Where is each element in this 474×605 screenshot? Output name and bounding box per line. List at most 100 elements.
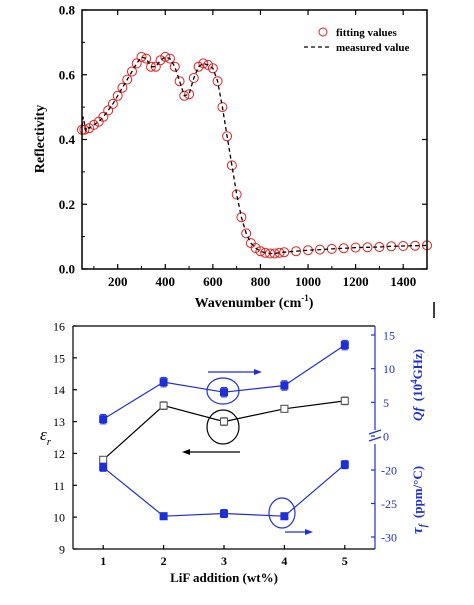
- y-tick-label: 0.2: [59, 197, 75, 212]
- axis-break-icon: [368, 429, 382, 442]
- left-tick-label: 13: [53, 415, 65, 429]
- fitting-value-point: [398, 241, 409, 251]
- left-tick-label: 11: [53, 479, 65, 493]
- qf-axis-label: Qf(104GHz): [409, 349, 425, 421]
- tf-point: [280, 512, 289, 521]
- fitting-value-point: [117, 82, 128, 93]
- reflectivity-ticks: 200 400 600 800 1000 1200 1400 0.0 0.2 0.4 0.6 0.8: [59, 3, 428, 289]
- tf-point: [220, 509, 228, 518]
- x-tick-label: 3: [221, 554, 227, 568]
- fitting-value-point: [217, 102, 228, 113]
- right-upper-tick-label: 15: [383, 329, 395, 343]
- qf-point: [220, 388, 228, 397]
- legend-measured-label: measured value: [336, 42, 410, 54]
- right-lower-tick-label: -25: [381, 497, 397, 511]
- fitting-value-point: [179, 90, 190, 101]
- legend-fitting-marker: [318, 27, 328, 37]
- x-tick-label: 200: [108, 274, 128, 289]
- left-tick-label: 9: [59, 543, 65, 557]
- fitting-value-point: [236, 212, 247, 223]
- fitting-value-point: [226, 160, 237, 171]
- y-tick-label: 0.0: [59, 262, 75, 277]
- left-tick-label: 16: [53, 320, 65, 334]
- er-point: [159, 401, 168, 410]
- fitting-value-point: [165, 53, 175, 64]
- er-callout: [182, 409, 240, 455]
- lif-x-axis-label: LiF addition (wt%): [170, 570, 278, 585]
- y-tick-label: 0.6: [59, 67, 76, 82]
- qf-point: [280, 381, 289, 390]
- x-tick-label: 1400: [390, 274, 416, 289]
- fitting-value-point: [127, 66, 137, 77]
- y-tick-label: 0.4: [59, 132, 76, 147]
- measured-value-line: [81, 56, 428, 255]
- left-tick-label: 15: [53, 351, 65, 365]
- tf-axis-label: τf(ppm/°C): [410, 466, 429, 534]
- fitting-value-point: [112, 90, 123, 101]
- fitting-value-point: [231, 189, 242, 200]
- x-tick-label: 400: [156, 274, 176, 289]
- qf-callout-ellipse: [206, 377, 240, 405]
- left-tick-label: 14: [53, 383, 65, 397]
- fitting-value-point: [212, 76, 223, 87]
- x-tick-label: 5: [342, 554, 348, 568]
- x-tick-label: 4: [281, 554, 287, 568]
- qf-point: [99, 415, 108, 424]
- tf-callout-arrowhead: [305, 529, 313, 535]
- right-upper-tick-label: 5: [383, 396, 389, 410]
- er-axis-label: εr: [40, 425, 52, 448]
- er-point: [340, 396, 349, 405]
- x-tick-label: 600: [203, 274, 223, 289]
- fitting-value-point: [174, 76, 185, 87]
- fitting-value-point: [160, 51, 171, 62]
- fitting-value-point: [198, 58, 209, 69]
- reflectivity-x-axis-label: Wavenumber (cm-1): [195, 293, 314, 311]
- fitting-value-point: [107, 98, 118, 109]
- x-tick-label: 2: [161, 554, 167, 568]
- tf-point: [99, 463, 108, 472]
- tf-callout-ellipse: [268, 497, 296, 529]
- right-lower-tick-label: -20: [381, 464, 397, 478]
- fitting-value-point: [184, 89, 195, 100]
- legend-fitting-label: fitting values: [336, 27, 398, 39]
- fitting-value-point: [136, 51, 147, 62]
- qf-callout-arrowhead: [254, 369, 262, 375]
- x-tick-label: 800: [251, 274, 271, 289]
- fitting-value-point: [207, 63, 218, 74]
- er-point: [280, 404, 289, 413]
- series-line-τf: [102, 464, 346, 517]
- fitting-value-point: [169, 61, 180, 72]
- fitting-value-point: [279, 247, 290, 258]
- fitting-value-point: [122, 74, 133, 85]
- fitting-value-point: [98, 111, 109, 122]
- reflectivity-series-group: [77, 51, 432, 259]
- right-upper-tick-label: 0: [383, 430, 389, 444]
- right-lower-tick-label: -30: [381, 531, 397, 545]
- reflectivity-y-axis-label: Reflectivity: [33, 105, 48, 173]
- fitting-value-point: [146, 61, 156, 72]
- dielectric-series-group: [99, 339, 349, 521]
- er-point: [99, 455, 108, 464]
- fitting-value-point: [103, 105, 114, 116]
- series-line-Qf: [102, 344, 346, 420]
- er-callout-ellipse: [206, 409, 240, 445]
- fitting-value-point: [241, 228, 252, 239]
- x-tick-label: 1: [100, 554, 106, 568]
- fitting-value-point: [188, 73, 199, 83]
- tf-callout: [268, 497, 313, 535]
- y-tick-label: 0.8: [59, 3, 76, 18]
- qf-point: [340, 341, 349, 350]
- left-tick-label: 12: [53, 447, 65, 461]
- x-tick-label: 1000: [295, 274, 321, 289]
- tf-point: [340, 460, 349, 469]
- fitting-value-point: [141, 53, 152, 64]
- left-tick-label: 10: [53, 511, 65, 525]
- reflectivity-chart: 200 400 600 800 1000 1200 14000.00.20.40.60.8 …: [33, 3, 432, 311]
- right-upper-tick-label: 10: [383, 362, 395, 376]
- fitting-value-point: [222, 131, 233, 142]
- fitting-value-point: [255, 246, 266, 257]
- fitting-value-point: [131, 58, 142, 69]
